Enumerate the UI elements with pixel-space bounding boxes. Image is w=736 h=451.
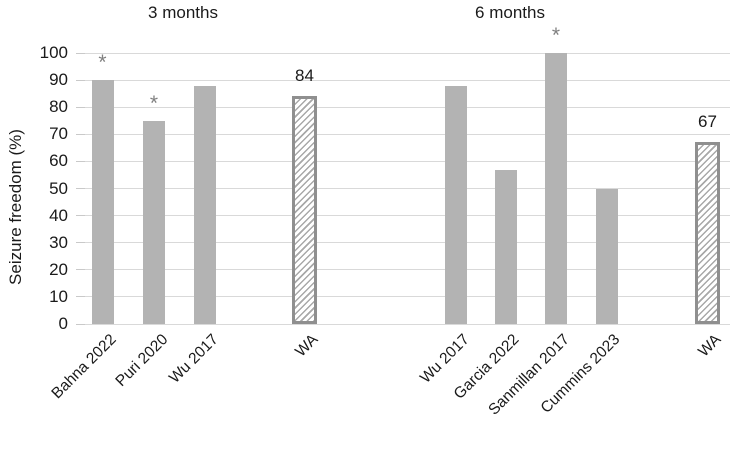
y-axis-tick-0	[76, 323, 85, 325]
y-axis-tick-10	[76, 296, 85, 298]
gridline-80	[85, 106, 730, 108]
y-axis-tick-30	[76, 242, 85, 244]
bar-value-label: 84	[295, 66, 314, 86]
y-axis-tick-90	[76, 79, 85, 81]
y-axis-tick-label-30: 30	[49, 232, 68, 252]
y-axis-tick-label-60: 60	[49, 151, 68, 171]
bar-bahna-2022-90	[91, 80, 114, 324]
x-axis-label-wa: WA	[292, 331, 322, 361]
gridline-70	[85, 133, 730, 135]
gridline-90	[85, 79, 730, 81]
bar-wa-67	[695, 142, 720, 324]
y-axis-tick-label-40: 40	[49, 205, 68, 225]
significance-asterisk: *	[98, 51, 107, 75]
y-axis-tick-80	[76, 106, 85, 108]
y-axis-tick-100	[76, 52, 85, 54]
gridline-40	[85, 215, 730, 217]
bar-wu-2017-88	[444, 85, 467, 324]
y-axis-tick-70	[76, 133, 85, 135]
y-axis-tick-20	[76, 269, 85, 271]
bar-wu-2017-88	[193, 85, 216, 324]
gridline-50	[85, 188, 730, 189]
gridline-100	[85, 52, 730, 54]
group-title-3-months: 3 months	[148, 3, 218, 22]
y-axis-tick-label-100: 100	[39, 43, 68, 62]
bar-value-label: 67	[698, 112, 717, 132]
y-axis-tick-label-90: 90	[49, 70, 68, 90]
bar-cummins-2023-50	[595, 188, 618, 324]
bar-puri-2020-75	[143, 120, 165, 324]
x-axis-label-puri-2020: Puri 2020	[112, 331, 172, 390]
gridline-60	[85, 160, 730, 162]
gridline-20	[85, 269, 730, 271]
y-axis-tick-50	[76, 188, 85, 189]
y-axis-tick-40	[76, 215, 85, 217]
x-axis-label-bahna-2022: Bahna 2022	[48, 331, 120, 403]
group-title-6-months: 6 months	[475, 3, 545, 22]
bar-sanmillan-2017-100	[545, 53, 567, 324]
y-axis-tick-60	[76, 160, 85, 162]
y-axis-tick-label-0: 0	[58, 314, 68, 333]
y-axis-tick-label-80: 80	[49, 97, 68, 117]
significance-asterisk: *	[149, 91, 159, 115]
y-axis-tick-label-10: 10	[49, 286, 68, 306]
significance-asterisk: *	[551, 24, 561, 47]
bar-wa-84	[292, 96, 317, 324]
y-axis-tick-label-50: 50	[49, 178, 68, 198]
y-axis-tick-label-70: 70	[49, 124, 68, 144]
x-axis-label-wa: WA	[695, 331, 725, 361]
gridline-0	[85, 323, 730, 325]
bar-garcia-2022-57	[494, 169, 517, 324]
x-axis-label-wu-2017: Wu 2017	[165, 331, 222, 387]
gridline-10	[85, 296, 730, 298]
gridline-30	[85, 242, 730, 244]
y-axis-tick-label-20: 20	[49, 259, 68, 279]
